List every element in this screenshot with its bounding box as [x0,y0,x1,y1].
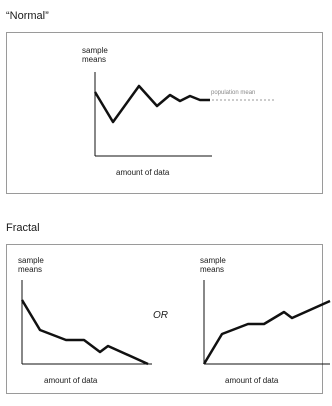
fractal-left-x-axis-label: amount of data [44,376,98,385]
population-mean-label: population mean [211,90,256,96]
fractal-right-sample-means-line [202,299,331,365]
or-label: OR [153,310,168,321]
fractal-right-axes [203,280,330,365]
normal-diagram-frame [6,32,323,194]
fractal-left-sample-means-line [20,299,149,366]
fractal-section-title: Fractal [6,222,40,234]
fractal-right-x-axis-label: amount of data [225,376,279,385]
fractal-left-axes [21,280,152,365]
normal-x-axis-label: amount of data [116,168,170,177]
fractal-left-y-axis-label: sample means [18,256,44,274]
normal-axes [94,72,212,157]
fractal-right-y-axis-label: sample means [200,256,226,274]
normal-sample-means-line [93,84,210,124]
normal-section-title: “Normal” [6,10,49,22]
normal-y-axis-label: sample means [82,46,108,64]
